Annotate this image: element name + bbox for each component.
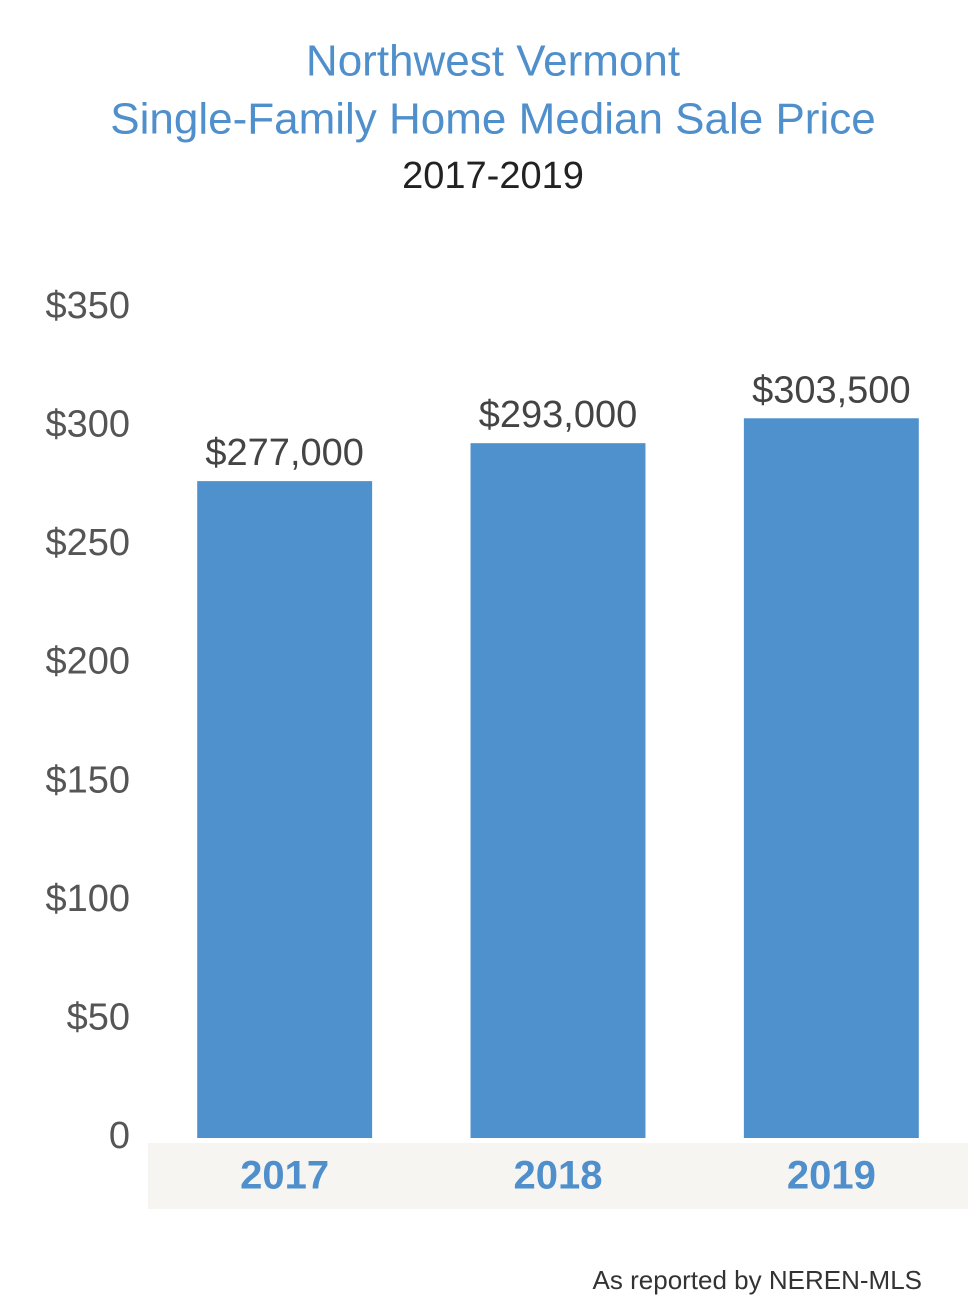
y-tick-label: $100 xyxy=(45,878,130,920)
category-band xyxy=(148,1143,968,1209)
x-tick-label: 2019 xyxy=(787,1154,876,1198)
y-tick-label: $300 xyxy=(45,404,130,446)
y-tick-label: 0 xyxy=(109,1115,130,1157)
chart-title: Northwest Vermont xyxy=(306,37,680,86)
bar xyxy=(470,443,646,1139)
value-label: $293,000 xyxy=(479,394,638,436)
value-label: $303,500 xyxy=(752,369,911,411)
x-tick-label: 2018 xyxy=(514,1154,603,1198)
x-tick-label: 2017 xyxy=(240,1154,329,1198)
y-tick-label: $50 xyxy=(67,996,130,1038)
y-tick-label: $350 xyxy=(45,285,130,327)
y-tick-label: $200 xyxy=(45,641,130,683)
bar xyxy=(743,418,919,1138)
chart-title: Single-Family Home Median Sale Price xyxy=(110,95,875,144)
source-note: As reported by NEREN-MLS xyxy=(593,1265,922,1295)
y-tick-label: $150 xyxy=(45,759,130,801)
bar xyxy=(197,481,373,1139)
y-tick-label: $250 xyxy=(45,522,130,564)
chart-subtitle: 2017-2019 xyxy=(402,155,584,197)
value-label: $277,000 xyxy=(205,432,364,474)
